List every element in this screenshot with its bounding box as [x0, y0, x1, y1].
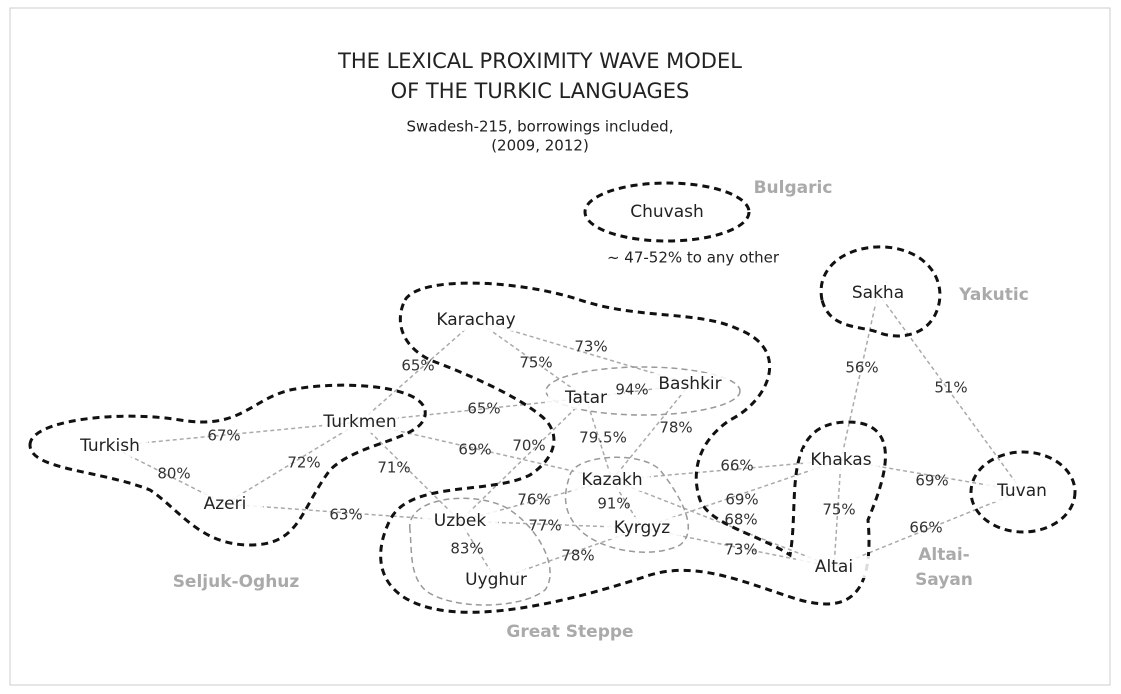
node-bg: [322, 411, 398, 433]
node-bg: [840, 282, 916, 304]
subtitle: Swadesh-215, borrowings included,: [407, 118, 674, 136]
node-bg: [458, 569, 534, 591]
node-label: Azeri: [204, 494, 247, 514]
node-bg: [604, 517, 680, 539]
node-bg: [574, 469, 650, 491]
edge-label: 51%: [934, 379, 967, 397]
node-label: Turkish: [79, 436, 140, 456]
group-outline: [28, 383, 427, 547]
node-bg: [422, 510, 498, 532]
title: THE LEXICAL PROXIMITY WAVE MODEL: [337, 49, 742, 73]
edge-label: 63%: [329, 506, 362, 524]
node-label: Tatar: [564, 388, 607, 408]
group-outline: [969, 450, 1077, 534]
node-label: Uzbek: [434, 511, 487, 531]
node-label: Karachay: [436, 310, 515, 330]
node-bg: [652, 373, 728, 395]
node-label: Kazakh: [581, 470, 642, 490]
edge-label: 69%: [915, 472, 948, 490]
edge-label: 66%: [720, 457, 753, 475]
group-label: Yakutic: [958, 285, 1029, 305]
node-bg: [984, 480, 1060, 502]
subgroup-outline: [545, 366, 741, 416]
edge-label: 76%: [517, 491, 550, 509]
edge-label: 71%: [377, 459, 410, 477]
edge-label: 80%: [157, 465, 190, 483]
title: OF THE TURKIC LANGUAGES: [391, 79, 690, 103]
edge-label: 69%: [725, 491, 758, 509]
node-label: Altai: [815, 557, 853, 577]
edge-label: 69%: [458, 441, 491, 459]
edge-label: 78%: [561, 547, 594, 565]
group-outline: [819, 245, 942, 338]
node-label: Kyrgyz: [614, 518, 671, 538]
group-label: Great Steppe: [506, 622, 633, 642]
edge-label: 78%: [659, 419, 692, 437]
node-bg: [72, 435, 148, 457]
edge-label: 75%: [519, 354, 552, 372]
edge-label: 66%: [909, 519, 942, 537]
node-bg: [796, 556, 872, 578]
node-label: Khakas: [810, 450, 871, 470]
edge-label: 94%: [615, 381, 648, 399]
node-label: Turkmen: [322, 412, 396, 432]
edge-label: 73%: [724, 541, 757, 559]
group-outline: [379, 281, 887, 614]
group-outline: [583, 181, 751, 243]
edge-label: 73%: [574, 338, 607, 356]
node-label: Chuvash: [630, 202, 704, 222]
node-bg: [438, 309, 514, 331]
edge-label: 65%: [401, 357, 434, 375]
edge-label: 70%: [512, 437, 545, 455]
edge-label: 75%: [822, 501, 855, 519]
node-bg: [187, 493, 263, 515]
edge-label: 91%: [597, 495, 630, 513]
node-label: Sakha: [852, 283, 904, 303]
edge-label: 77%: [528, 517, 561, 535]
group-label: Bulgaric: [754, 178, 833, 198]
edge-label: 79.5%: [579, 429, 627, 447]
group-label: Seljuk-Oghuz: [173, 572, 300, 592]
edge-label: 83%: [450, 540, 483, 558]
frame: [9, 7, 1111, 686]
subtitle: (2009, 2012): [491, 137, 589, 155]
node-bg: [548, 387, 624, 409]
group-label: Sayan: [915, 570, 973, 590]
edge-label: 56%: [845, 359, 878, 377]
node-label: Bashkir: [658, 374, 721, 394]
node-bg: [803, 449, 879, 471]
group-label: Altai-: [918, 545, 969, 565]
edge-label: 72%: [287, 454, 320, 472]
edge-label: 68%: [724, 511, 757, 529]
edge-label: 67%: [207, 427, 240, 445]
node-label: Tuvan: [996, 481, 1047, 501]
node-label: Uyghur: [465, 570, 527, 590]
edge-label: 65%: [467, 400, 500, 418]
subgroup-outline: [564, 456, 690, 553]
note: ~ 47-52% to any other: [607, 249, 780, 267]
subgroup-outline: [409, 497, 551, 606]
